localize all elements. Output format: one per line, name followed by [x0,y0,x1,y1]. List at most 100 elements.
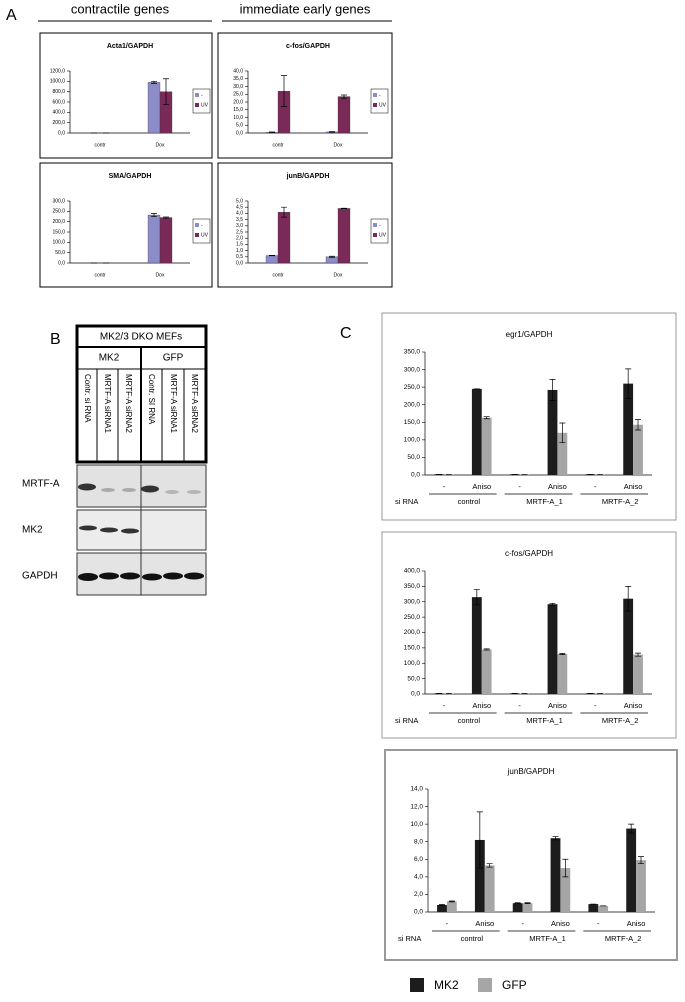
y-tick-label: 4,5 [236,205,243,211]
bar [337,208,351,264]
error-bar [514,902,521,905]
x-tick-label: - [443,482,446,491]
error-bar [559,422,566,444]
bar [623,383,634,475]
legend-label: MK2 [434,978,459,992]
bar [147,214,161,264]
bar [633,424,643,475]
x-tick-label: Dox [334,272,343,278]
y-tick-label: 200,0 [52,219,65,225]
lane-label: MRTF-A siRNA2 [190,374,199,434]
band [163,572,183,580]
bar [636,860,646,912]
error-bar [483,416,490,420]
y-tick-label: 1,0 [236,248,243,254]
y-tick-label: 300,0 [404,598,421,605]
blot-group: GFP [163,353,184,364]
error-bar [269,131,275,133]
band [141,485,159,493]
band [165,490,179,494]
y-tick-label: 250,0 [404,384,421,391]
error-bar [635,419,642,431]
error-bar [329,255,335,258]
bar [147,82,161,134]
y-tick-label: 1200,0 [50,68,66,74]
y-tick-label: 30,0 [233,84,243,90]
panel-label: C [340,325,352,342]
chart-frame [39,32,213,159]
y-tick-label: 3,5 [236,217,243,223]
y-tick-label: 200,0 [404,401,421,408]
y-tick-label: 600,0 [52,99,65,105]
bar [471,597,482,694]
group-label: MRTF-A_1 [526,497,563,506]
error-bar [638,856,645,865]
y-tick-label: 10,0 [410,821,423,828]
band [78,483,96,491]
legend-swatch [195,233,199,237]
error-bar [552,836,559,841]
bar [519,474,530,475]
x-tick-label: Aniso [472,701,491,710]
y-tick-label: 300,0 [404,366,421,373]
legend-swatch [410,978,424,992]
legend-swatch [373,103,377,107]
bar [509,474,520,475]
blot-row-label: MK2 [22,525,43,536]
x-tick-label: - [521,919,524,928]
x-tick-label: Dox [156,142,165,148]
band [79,525,97,531]
bar [598,905,609,912]
y-tick-label: 100,0 [404,437,421,444]
error-bar [281,75,287,107]
y-tick-label: 250,0 [52,209,65,215]
y-tick-label: 35,0 [233,76,243,82]
panel-label: A [6,7,17,24]
y-tick-label: 100,0 [404,660,421,667]
y-tick-label: 1000,0 [50,79,66,85]
error-bar [341,94,347,99]
chart-title: junB/GAPDH [507,767,555,776]
legend: MK2 GFP [410,978,527,992]
y-tick-label: 2,5 [236,229,243,235]
chart-title: SMA/GAPDH [109,173,152,180]
bar [547,604,558,694]
bar [474,839,485,912]
x-tick-label: - [518,482,521,491]
error-bar [163,78,169,105]
lane-label: Contr. si RNA [83,374,92,423]
band [121,528,139,534]
chart-title: Acta1/GAPDH [107,43,153,50]
x-tick-label: Aniso [548,482,567,491]
y-tick-label: 1,5 [236,242,243,248]
y-tick-label: 200,0 [404,629,421,636]
bar [443,474,454,475]
y-tick-label: 150,0 [52,229,65,235]
panel-label: B [50,331,61,348]
bar [434,474,444,475]
legend-label: GFP [502,978,527,992]
y-tick-label: 8,0 [414,838,423,845]
y-tick-label: 0,0 [236,260,243,266]
error-bar [329,131,335,133]
y-tick-label: 150,0 [404,419,421,426]
bar [484,865,495,912]
bar [265,255,279,264]
legend-label: UV [379,232,387,238]
blot-row-label: MRTF-A [22,479,60,490]
error-bar [151,213,157,218]
error-bar [625,586,632,612]
y-tick-label: 2,0 [236,236,243,242]
bar [560,868,571,912]
y-tick-label: 0,0 [58,260,65,266]
bar [626,828,637,912]
legend-swatch [195,93,199,97]
x-tick-label: Aniso [551,919,570,928]
error-bar [486,863,493,868]
y-tick-label: 10,0 [233,115,243,121]
y-tick-label: 15,0 [233,107,243,113]
chart-title: junB/GAPDH [286,173,330,180]
error-bar [438,904,445,906]
